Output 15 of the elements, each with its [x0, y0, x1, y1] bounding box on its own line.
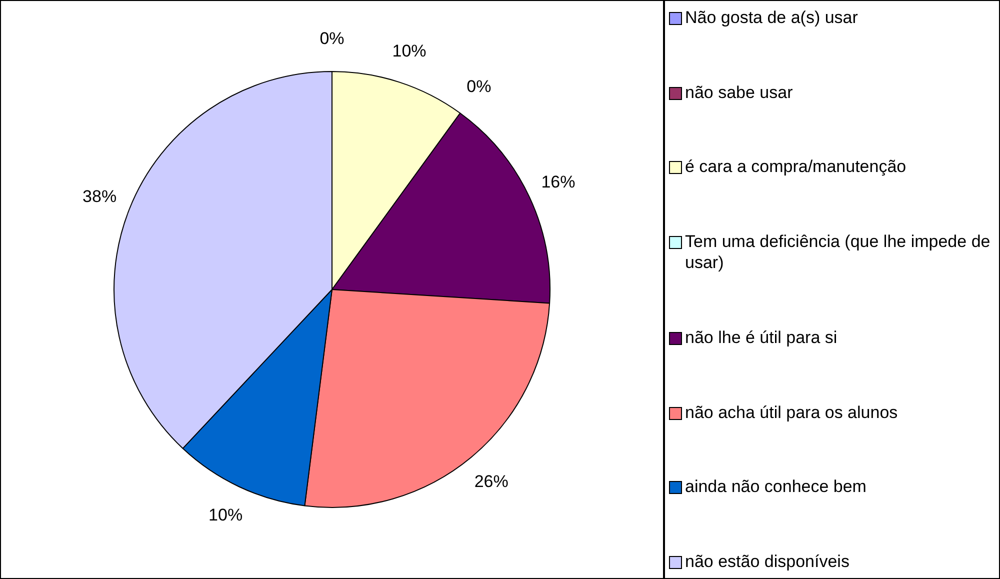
legend-label: não lhe é útil para si: [685, 326, 838, 348]
legend-label: é cara a compra/manutenção: [685, 156, 906, 178]
text: 0%: [320, 29, 344, 48]
data-label: 10%: [208, 505, 243, 524]
data-label: 26%: [474, 472, 508, 491]
text: 0%: [466, 76, 492, 96]
data-label: 16%: [541, 172, 576, 192]
data-label: 10%: [392, 41, 426, 60]
data-label: 38%: [82, 187, 117, 206]
legend-label: ainda não conhece bem: [685, 476, 866, 498]
legend-label: Não gosta de a(s) usar: [685, 7, 858, 28]
legend-label: não acha útil para os alunos: [685, 402, 898, 423]
legend-label: não estão disponíveis: [685, 550, 850, 572]
legend-label: não sabe usar: [685, 82, 793, 103]
legend-label: Tem uma deficiência (que lhe impede de usar): [685, 231, 992, 274]
